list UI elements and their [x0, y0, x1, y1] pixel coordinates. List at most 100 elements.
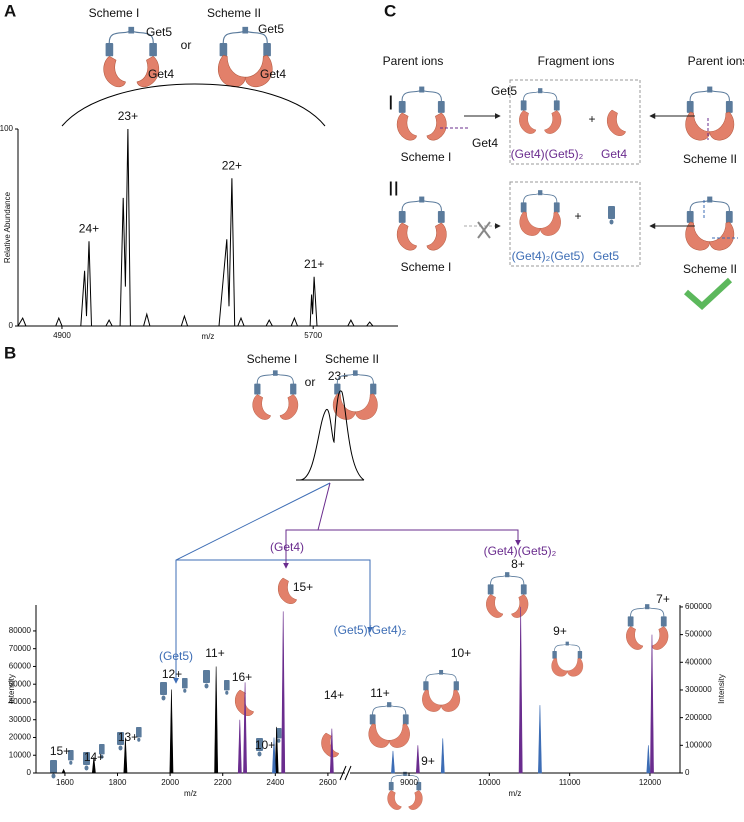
scheme-label: Scheme II	[683, 152, 737, 166]
x-tick-label: 5700	[304, 331, 322, 340]
charge-label: 15+	[293, 580, 313, 594]
y-tick-label: 20000	[9, 733, 32, 742]
column-header: Parent ions	[688, 54, 744, 68]
peak	[415, 745, 420, 774]
charge-label: 9+	[421, 754, 435, 768]
icon	[551, 641, 584, 677]
peak-sketch	[299, 390, 365, 481]
spectrum-icons	[50, 572, 668, 810]
x-axis-label: m/z	[184, 789, 197, 798]
x-tick-label: 1800	[109, 778, 127, 787]
panel-label: C	[384, 1, 396, 20]
species-label: (Get4)	[270, 540, 304, 554]
y-tick-label: 300000	[685, 685, 712, 694]
charge-label: 23+	[328, 369, 348, 383]
arrow	[283, 482, 331, 569]
y-tick-label: 40000	[9, 697, 32, 706]
icon	[182, 678, 188, 693]
species-label: (Get5)	[159, 649, 193, 663]
icon	[160, 682, 167, 701]
fragment-icon	[519, 88, 561, 133]
scheme-1-icon	[253, 370, 298, 419]
scheme-label: Scheme II	[325, 352, 379, 366]
peak	[281, 611, 286, 774]
fragment-icon	[606, 109, 626, 136]
peak	[237, 719, 242, 774]
plus: +	[574, 209, 581, 223]
x-axis-label: m/z	[509, 789, 522, 798]
y-tick-label: 80000	[9, 626, 32, 635]
charge-label: 14+	[84, 750, 104, 764]
y-tick-label: 200000	[685, 713, 712, 722]
x-tick-label: 4900	[53, 331, 71, 340]
icon	[321, 732, 339, 758]
species-label: (Get5)(Get4)₂	[334, 623, 407, 637]
icon	[50, 760, 57, 779]
scheme-1-icon	[397, 197, 446, 251]
peak	[440, 738, 445, 774]
plus: +	[588, 112, 595, 126]
check-mark	[684, 277, 733, 311]
x-tick-label: 12000	[639, 778, 662, 787]
or-label: or	[181, 38, 192, 52]
panel-c: Parent ions Fragment ions Parent ions I …	[383, 54, 744, 311]
x-tick-label: 9000	[400, 778, 418, 787]
icon	[626, 604, 668, 649]
peak	[650, 634, 654, 774]
scheme-1-icon	[397, 87, 446, 141]
peak	[61, 768, 66, 774]
icon	[203, 670, 210, 689]
x-tick-label: 2600	[319, 778, 337, 787]
x-tick-label: 11000	[559, 778, 581, 787]
y-tick-label: 0	[9, 321, 14, 330]
peak-label: 21+	[304, 257, 324, 271]
scheme-label: Scheme I	[401, 260, 452, 274]
get4-label: Get4	[148, 67, 174, 81]
species-label: (Get4)(Get5)₂	[484, 544, 557, 558]
fragment-label: Get5	[593, 249, 619, 263]
charge-label: 11+	[205, 646, 224, 660]
charge-label: 13+	[118, 730, 138, 744]
row-label: I	[388, 92, 394, 114]
column-header: Parent ions	[383, 54, 444, 68]
get5-label: Get5	[146, 25, 172, 39]
icon	[368, 701, 411, 749]
scheme-label: Scheme I	[401, 150, 452, 164]
x-tick-label: 2000	[161, 778, 179, 787]
charge-label: 14+	[324, 688, 344, 702]
row-label: II	[388, 178, 399, 200]
peak	[272, 737, 276, 774]
charge-label: 7+	[656, 592, 670, 606]
fragment-label: (Get4)₂(Get5)	[512, 249, 585, 263]
icon	[421, 669, 461, 713]
charge-label: 9+	[553, 624, 567, 638]
y-tick-label: 60000	[9, 662, 32, 671]
icon	[224, 680, 230, 695]
fragment-box	[509, 79, 641, 165]
scheme-label: Scheme II	[683, 262, 737, 276]
y-tick-label: 100	[0, 124, 14, 133]
y-tick-label: 500000	[685, 630, 712, 639]
peak-label: 24+	[79, 221, 99, 235]
y-tick-label: 10000	[9, 750, 32, 759]
y-tick-label: 100000	[685, 740, 712, 749]
peak	[538, 705, 542, 774]
fragment-label: Get4	[601, 147, 627, 161]
charge-label: 16+	[232, 670, 252, 684]
or-label: or	[305, 375, 316, 389]
x-tick-label: 2200	[214, 778, 232, 787]
peak	[123, 737, 128, 774]
spectrum-line	[17, 128, 398, 327]
get5-label: Get5	[491, 84, 517, 98]
panel-label: A	[4, 1, 16, 20]
bracket-arc	[61, 83, 326, 127]
x-tick-label: 1600	[56, 778, 74, 787]
y-axis-label: Intensity	[7, 674, 16, 704]
x-tick-label: 10000	[478, 778, 501, 787]
y-tick-label: 600000	[685, 602, 712, 611]
y-tick-label: 50000	[9, 679, 32, 688]
peak-label: 22+	[222, 158, 242, 172]
arrow	[176, 559, 373, 633]
x-tick-label: 2400	[266, 778, 284, 787]
